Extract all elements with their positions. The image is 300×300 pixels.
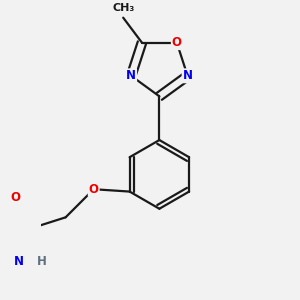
Text: O: O [89,183,99,196]
Text: H: H [37,255,47,268]
Text: CH₃: CH₃ [112,3,134,13]
Text: N: N [14,255,24,268]
Text: O: O [172,36,182,49]
Text: N: N [183,69,193,82]
Text: N: N [126,69,136,82]
Text: O: O [11,190,21,203]
